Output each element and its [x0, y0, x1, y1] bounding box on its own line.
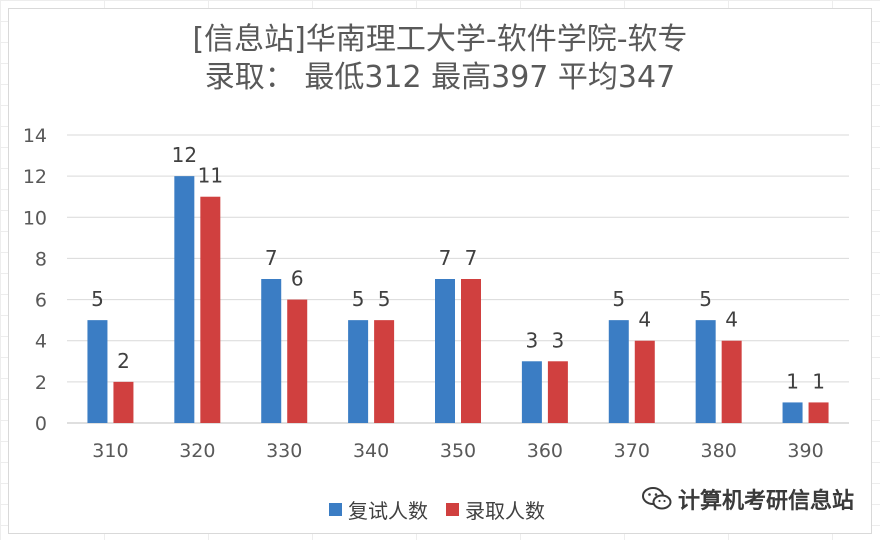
data-label-admitted: 11 — [198, 164, 223, 188]
watermark: 计算机考研信息站 — [642, 483, 854, 515]
x-tick-label: 340 — [353, 440, 389, 462]
chart-area[interactable]: [信息站]华南理工大学-软件学院-软专 录取： 最低312 最高397 平均34… — [8, 8, 872, 534]
data-label-retest: 5 — [91, 287, 104, 311]
x-tick-label: 390 — [787, 440, 823, 462]
data-label-admitted: 1 — [812, 369, 825, 393]
legend-swatch-admitted — [446, 503, 459, 516]
legend-label-retest: 复试人数 — [348, 499, 428, 523]
x-tick-label: 320 — [179, 440, 215, 462]
x-tick-label: 360 — [527, 440, 563, 462]
data-label-retest: 1 — [786, 369, 799, 393]
x-tick-label: 380 — [701, 440, 737, 462]
bar-retest — [521, 361, 542, 423]
chart-legend: 复试人数 录取人数 — [329, 495, 545, 524]
bar-admitted — [113, 381, 134, 423]
legend-item-admitted: 录取人数 — [446, 495, 545, 524]
data-label-admitted: 3 — [552, 328, 565, 352]
data-label-retest: 5 — [352, 287, 365, 311]
x-tick-label: 310 — [92, 440, 128, 462]
data-label-admitted: 7 — [465, 246, 478, 270]
bar-retest — [435, 279, 455, 423]
data-label-retest: 12 — [172, 143, 197, 167]
chart-title-line-1: [信息站]华南理工大学-软件学院-软专 — [192, 22, 688, 57]
y-tick-label: 14 — [23, 125, 47, 147]
bar-retest — [782, 402, 803, 423]
bar-retest — [261, 279, 282, 423]
y-tick-label: 10 — [23, 207, 47, 229]
bar-admitted — [461, 279, 481, 423]
bar-admitted — [374, 320, 395, 423]
legend-label-admitted: 录取人数 — [465, 499, 545, 523]
chart-title: [信息站]华南理工大学-软件学院-软专 录取： 最低312 最高397 平均34… — [9, 21, 871, 97]
data-label-retest: 7 — [265, 246, 278, 270]
y-tick-label: 4 — [35, 331, 47, 353]
bar-retest — [348, 320, 369, 423]
y-tick-label: 0 — [35, 413, 47, 435]
chart-title-line-2: 录取： 最低312 最高397 平均347 — [204, 60, 676, 95]
y-tick-label: 8 — [35, 248, 47, 270]
bar-admitted — [634, 340, 655, 423]
bar-retest — [608, 320, 629, 423]
data-label-retest: 5 — [612, 287, 625, 311]
bar-admitted — [547, 361, 568, 423]
data-label-admitted: 6 — [291, 267, 304, 291]
x-tick-label: 370 — [614, 440, 650, 462]
bar-admitted — [287, 299, 308, 423]
watermark-text: 计算机考研信息站 — [678, 489, 855, 514]
bar-retest — [87, 320, 108, 423]
x-tick-label: 330 — [266, 440, 302, 462]
bar-admitted — [808, 402, 829, 423]
data-label-retest: 3 — [526, 328, 539, 352]
bar-retest — [695, 320, 716, 423]
bar-admitted — [721, 340, 742, 423]
wechat-icon — [642, 487, 672, 510]
y-tick-label: 2 — [35, 372, 47, 394]
data-label-admitted: 5 — [378, 287, 391, 311]
bar-retest — [174, 176, 195, 423]
data-label-admitted: 2 — [117, 349, 130, 373]
y-tick-label: 12 — [23, 166, 47, 188]
data-label-admitted: 4 — [725, 308, 738, 332]
data-label-retest: 5 — [699, 287, 712, 311]
y-tick-label: 6 — [35, 290, 47, 312]
bar-admitted — [200, 196, 221, 423]
data-label-retest: 7 — [439, 246, 452, 270]
legend-item-retest: 复试人数 — [329, 495, 428, 524]
data-label-admitted: 4 — [638, 308, 651, 332]
x-tick-label: 350 — [440, 440, 476, 462]
legend-swatch-retest — [329, 503, 342, 516]
